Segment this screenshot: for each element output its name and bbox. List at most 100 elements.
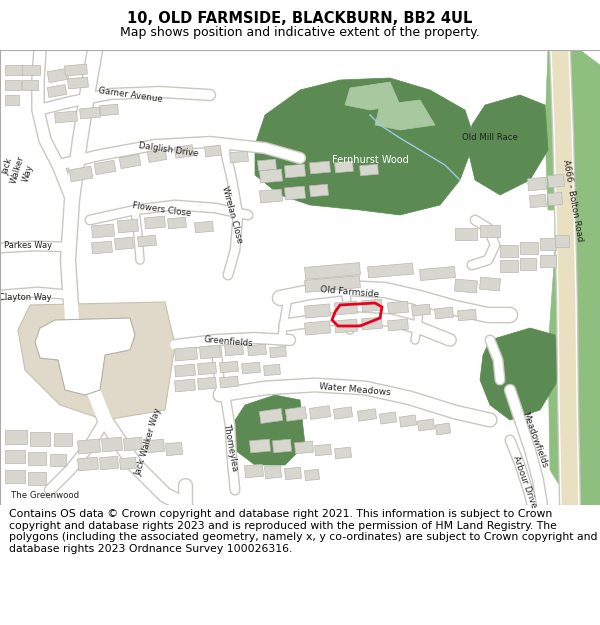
Polygon shape: [137, 235, 157, 247]
Polygon shape: [412, 304, 430, 316]
Polygon shape: [147, 149, 167, 162]
Polygon shape: [568, 230, 600, 505]
Polygon shape: [80, 107, 100, 119]
Bar: [28, 472, 46, 485]
Polygon shape: [92, 241, 112, 254]
Polygon shape: [220, 361, 238, 372]
Bar: [455, 228, 477, 240]
Polygon shape: [77, 457, 98, 471]
Polygon shape: [310, 406, 331, 419]
Polygon shape: [175, 347, 197, 361]
Polygon shape: [119, 458, 136, 469]
Polygon shape: [230, 151, 248, 162]
Polygon shape: [548, 192, 562, 206]
Polygon shape: [310, 184, 328, 197]
Polygon shape: [197, 362, 217, 375]
Polygon shape: [527, 177, 547, 191]
Polygon shape: [305, 469, 319, 481]
Polygon shape: [205, 146, 221, 157]
Bar: [5, 430, 27, 444]
Polygon shape: [418, 419, 434, 431]
Polygon shape: [197, 378, 217, 390]
Text: Old Mill Race: Old Mill Race: [462, 134, 518, 142]
Polygon shape: [255, 78, 475, 215]
Polygon shape: [358, 409, 377, 421]
Polygon shape: [166, 442, 182, 456]
Text: Arbour Drive: Arbour Drive: [511, 454, 539, 509]
Polygon shape: [175, 145, 194, 158]
Polygon shape: [94, 161, 116, 174]
Polygon shape: [362, 317, 382, 330]
Text: Fernhurst Wood: Fernhurst Wood: [332, 155, 409, 165]
Text: Dalglish Drive: Dalglish Drive: [137, 141, 199, 159]
Polygon shape: [335, 301, 358, 315]
Polygon shape: [548, 50, 600, 505]
Polygon shape: [124, 438, 142, 451]
Polygon shape: [245, 464, 263, 478]
Polygon shape: [242, 362, 260, 374]
Polygon shape: [284, 164, 305, 178]
Text: The Greenwood: The Greenwood: [11, 491, 79, 499]
Polygon shape: [305, 276, 361, 292]
Polygon shape: [47, 68, 69, 82]
Polygon shape: [175, 379, 196, 392]
Polygon shape: [400, 415, 416, 427]
Polygon shape: [359, 164, 379, 176]
Polygon shape: [69, 166, 93, 182]
Text: Map shows position and indicative extent of the property.: Map shows position and indicative extent…: [120, 26, 480, 39]
Polygon shape: [375, 100, 435, 130]
Polygon shape: [345, 82, 400, 110]
Polygon shape: [35, 318, 135, 395]
Text: Clayton Way: Clayton Way: [0, 294, 52, 302]
Polygon shape: [263, 364, 280, 376]
Polygon shape: [284, 468, 301, 479]
Polygon shape: [479, 277, 500, 291]
Polygon shape: [167, 217, 187, 229]
Polygon shape: [314, 444, 331, 456]
Polygon shape: [368, 263, 413, 278]
Polygon shape: [468, 95, 548, 195]
Polygon shape: [260, 169, 283, 183]
Polygon shape: [100, 104, 118, 116]
Bar: [22, 80, 38, 90]
Polygon shape: [259, 409, 283, 424]
Polygon shape: [175, 364, 196, 377]
Polygon shape: [65, 64, 88, 76]
Bar: [500, 260, 518, 272]
Bar: [500, 245, 518, 257]
Polygon shape: [119, 154, 141, 169]
Polygon shape: [480, 328, 558, 420]
Bar: [22, 65, 40, 75]
Text: Jack
Walker
Way: Jack Walker Way: [0, 152, 37, 188]
Polygon shape: [335, 448, 352, 459]
Polygon shape: [92, 224, 115, 238]
Polygon shape: [248, 344, 266, 356]
Polygon shape: [436, 423, 451, 435]
Polygon shape: [548, 174, 565, 188]
Polygon shape: [220, 376, 238, 388]
Polygon shape: [146, 439, 164, 452]
Text: Old Farmside: Old Farmside: [320, 285, 380, 299]
Polygon shape: [458, 309, 476, 321]
Text: Thorneylea: Thorneylea: [223, 423, 239, 472]
Polygon shape: [100, 456, 118, 470]
Polygon shape: [194, 221, 214, 232]
Polygon shape: [269, 346, 286, 358]
Bar: [5, 450, 25, 463]
Polygon shape: [310, 161, 331, 174]
Text: A666 - Bolton Road: A666 - Bolton Road: [562, 158, 584, 242]
Polygon shape: [295, 441, 313, 454]
Polygon shape: [200, 345, 220, 359]
Polygon shape: [224, 343, 244, 356]
Polygon shape: [145, 216, 166, 229]
Polygon shape: [545, 50, 565, 210]
Polygon shape: [388, 319, 409, 331]
Polygon shape: [115, 238, 133, 250]
Polygon shape: [305, 262, 361, 279]
Text: Contains OS data © Crown copyright and database right 2021. This information is : Contains OS data © Crown copyright and d…: [9, 509, 598, 554]
Polygon shape: [419, 266, 455, 281]
Polygon shape: [434, 308, 454, 319]
Polygon shape: [334, 407, 353, 419]
Bar: [30, 432, 50, 446]
Polygon shape: [232, 395, 305, 465]
